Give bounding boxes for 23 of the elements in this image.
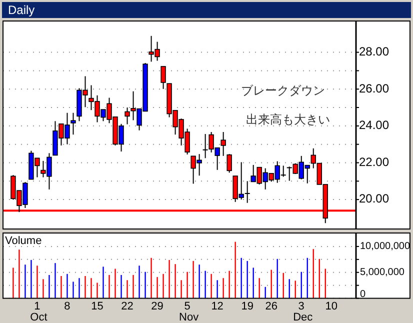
x-tick-label: 29 [151,300,164,312]
chart-title: Volume [5,235,42,247]
x-tick-label: 1 Oct [27,300,48,323]
y-tick-label: 22.00 [359,154,390,169]
x-tick-label: 26 [265,300,278,312]
x-tick-label: 12 [211,300,224,312]
chart-title: Daily [8,3,35,17]
y-tick-label: 28.00 [359,44,390,58]
x-tick-label: 3 Dec [290,300,314,323]
annotation: 出来高も大きい [246,112,330,126]
y-tick-label: 5,000,000 [360,267,405,278]
x-tick-label: 19 [241,300,254,312]
x-tick-label: 10 [325,300,338,312]
x-tick-label: 22 [121,300,134,312]
x-tick-label: 15 [91,300,104,312]
y-tick-label: 10,000,000 [360,241,410,252]
x-tick-label: 5 Nov [176,300,200,323]
annotation: ブレークダウン [241,83,325,98]
y-tick-label: 0 [360,288,366,300]
y-tick-label: 26.00 [359,81,390,96]
y-tick-label: 20.00 [359,192,390,206]
y-tick-label: 24.00 [359,118,390,132]
x-tick-label: 8 [64,300,70,312]
